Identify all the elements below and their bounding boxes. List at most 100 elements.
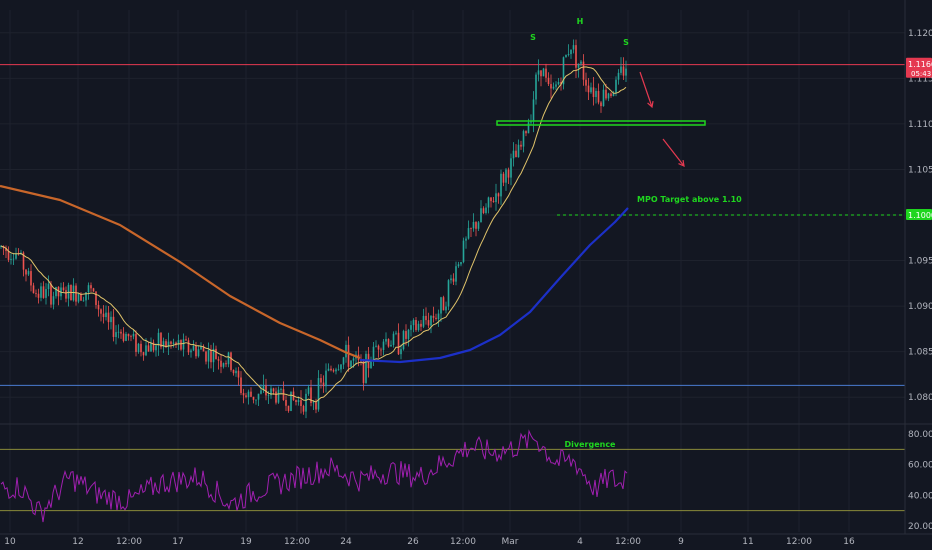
candle-body bbox=[27, 271, 30, 275]
candle-body bbox=[120, 331, 122, 334]
red-arrow-head[interactable] bbox=[678, 159, 685, 167]
candle-body bbox=[390, 344, 392, 347]
candle-body bbox=[582, 61, 585, 80]
candle-body bbox=[322, 382, 325, 387]
candle-body bbox=[202, 346, 205, 352]
candle-body bbox=[252, 396, 255, 400]
candle-body bbox=[155, 345, 157, 351]
candle-body bbox=[587, 85, 590, 93]
target-label: MPO Target above 1.10 bbox=[637, 195, 742, 204]
neckline-box[interactable] bbox=[496, 120, 706, 126]
candle-body bbox=[377, 345, 380, 350]
candle-body bbox=[65, 290, 67, 299]
candle-body bbox=[475, 221, 477, 229]
price-badge-countdown: 05:43 bbox=[911, 70, 931, 78]
pattern-label: S bbox=[530, 33, 536, 42]
rsi-panel[interactable]: Divergence bbox=[0, 429, 905, 523]
red-arrow-head[interactable] bbox=[647, 100, 654, 109]
candle-body bbox=[517, 144, 520, 158]
time-tick-label: 12:00 bbox=[284, 537, 310, 547]
candle-body bbox=[235, 370, 237, 374]
candle-body bbox=[180, 340, 182, 350]
time-tick-label: 19 bbox=[240, 537, 252, 547]
price-badge-text: 1.11660 bbox=[908, 60, 932, 69]
candle-body bbox=[442, 297, 445, 311]
price-badge bbox=[906, 57, 932, 78]
horizontal-lines[interactable] bbox=[0, 64, 905, 386]
candle-body bbox=[592, 87, 595, 98]
candle-body bbox=[217, 359, 220, 361]
drawings[interactable]: S H S MPO Target above 1.10 bbox=[496, 17, 742, 204]
candle-body bbox=[397, 332, 400, 355]
candle-body bbox=[105, 312, 107, 318]
candle-body bbox=[272, 388, 275, 392]
candle-body bbox=[590, 87, 592, 93]
candlesticks bbox=[0, 39, 627, 419]
candle-body bbox=[87, 285, 90, 293]
candle-body bbox=[520, 144, 522, 147]
candle-body bbox=[375, 345, 377, 347]
candle-body bbox=[110, 316, 112, 323]
candle-body bbox=[10, 258, 12, 260]
candle-body bbox=[530, 121, 532, 123]
candle-body bbox=[532, 99, 535, 122]
candle-body bbox=[615, 79, 617, 93]
candle-body bbox=[5, 248, 7, 252]
candle-body bbox=[432, 315, 435, 318]
candle-body bbox=[580, 61, 582, 64]
candle-body bbox=[465, 238, 467, 241]
candle-body bbox=[460, 262, 462, 265]
candle-body bbox=[207, 350, 210, 362]
red-arrow-line[interactable] bbox=[662, 138, 685, 167]
red-arrow-line[interactable] bbox=[639, 71, 653, 108]
candle-body bbox=[80, 293, 82, 301]
candle-body bbox=[77, 293, 80, 302]
price-badge-text: 1.10000 bbox=[908, 211, 932, 220]
time-tick-label: 12:00 bbox=[450, 537, 476, 547]
candle-body bbox=[430, 315, 432, 326]
candle-body bbox=[505, 169, 507, 183]
ma-long-line bbox=[0, 184, 361, 360]
candle-body bbox=[320, 378, 322, 383]
candle-body bbox=[257, 393, 260, 400]
candle-body bbox=[470, 228, 472, 229]
time-tick-label: 10 bbox=[4, 537, 16, 547]
candle-body bbox=[425, 315, 427, 321]
candle-body bbox=[310, 387, 312, 403]
candle-body bbox=[245, 395, 247, 398]
candle-body bbox=[90, 285, 92, 289]
candle-body bbox=[175, 342, 177, 345]
candle-body bbox=[247, 391, 250, 398]
candle-body bbox=[407, 329, 410, 339]
candle-body bbox=[350, 360, 352, 367]
candle-body bbox=[242, 393, 245, 396]
candle-body bbox=[50, 283, 52, 305]
candle-body bbox=[362, 359, 365, 384]
candle-body bbox=[190, 350, 192, 353]
rsi-tick-label: 20.00 bbox=[908, 522, 932, 532]
candle-body bbox=[177, 340, 180, 345]
candle-body bbox=[612, 92, 615, 97]
candle-body bbox=[225, 363, 227, 365]
candle-body bbox=[52, 296, 55, 305]
candle-body bbox=[95, 291, 97, 305]
candle-body bbox=[440, 297, 442, 314]
candle-body bbox=[535, 74, 537, 100]
candle-body bbox=[332, 370, 335, 372]
candle-body bbox=[537, 70, 540, 75]
candle-body bbox=[542, 68, 545, 77]
price-tick-label: 1.11000 bbox=[908, 120, 932, 130]
candle-body bbox=[417, 323, 420, 331]
candle-body bbox=[327, 368, 330, 371]
candle-body bbox=[182, 339, 185, 350]
candle-body bbox=[395, 332, 397, 334]
candle-body bbox=[550, 84, 552, 89]
candle-body bbox=[450, 278, 452, 281]
candle-body bbox=[515, 150, 517, 158]
candle-body bbox=[295, 400, 297, 402]
price-badges: 1.1166005:43 1.10000 bbox=[906, 57, 932, 220]
candle-body bbox=[502, 173, 505, 183]
candle-body bbox=[130, 336, 132, 338]
